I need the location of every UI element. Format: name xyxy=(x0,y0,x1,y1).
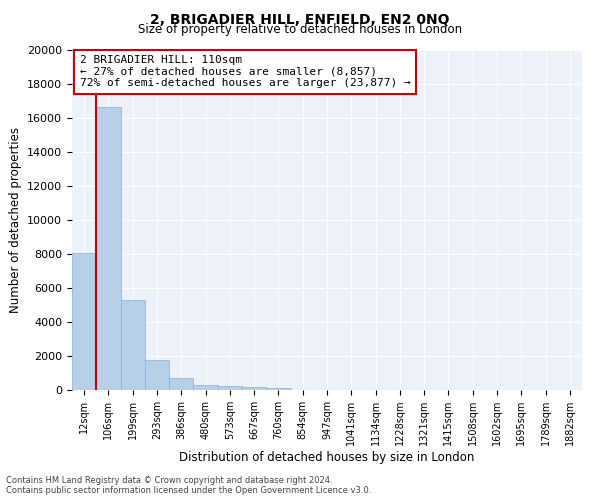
Text: 2, BRIGADIER HILL, ENFIELD, EN2 0NQ: 2, BRIGADIER HILL, ENFIELD, EN2 0NQ xyxy=(150,12,450,26)
Bar xyxy=(96,107,121,390)
Bar xyxy=(242,387,266,390)
Text: Contains HM Land Registry data © Crown copyright and database right 2024.
Contai: Contains HM Land Registry data © Crown c… xyxy=(6,476,371,495)
Text: Size of property relative to detached houses in London: Size of property relative to detached ho… xyxy=(138,22,462,36)
X-axis label: Distribution of detached houses by size in London: Distribution of detached houses by size … xyxy=(179,451,475,464)
Y-axis label: Number of detached properties: Number of detached properties xyxy=(8,127,22,313)
Bar xyxy=(266,388,290,390)
Bar xyxy=(218,386,242,390)
Bar xyxy=(145,360,169,390)
Bar xyxy=(193,384,218,390)
Bar xyxy=(169,378,193,390)
Bar xyxy=(72,253,96,390)
Text: 2 BRIGADIER HILL: 110sqm
← 27% of detached houses are smaller (8,857)
72% of sem: 2 BRIGADIER HILL: 110sqm ← 27% of detach… xyxy=(80,55,410,88)
Bar xyxy=(121,300,145,390)
